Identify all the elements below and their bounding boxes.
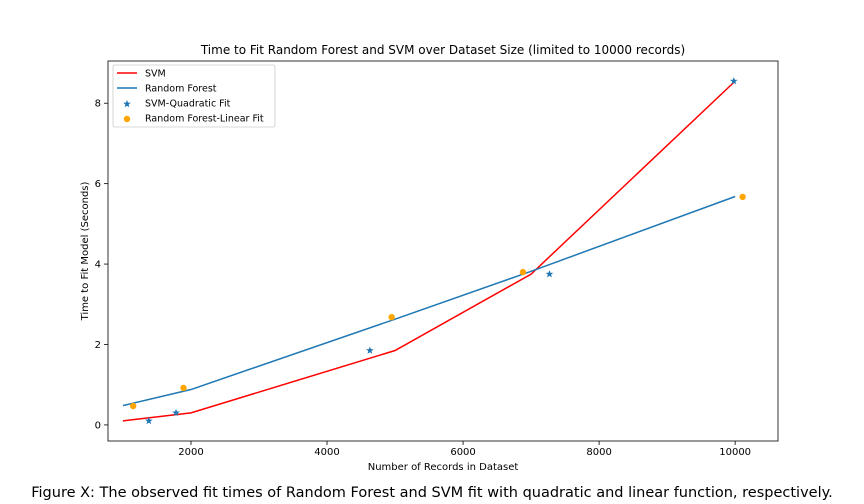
y-tick-label: 2	[95, 340, 101, 351]
scatter-point-2	[729, 77, 738, 85]
x-tick-label: 10000	[719, 447, 751, 458]
x-axis: 2000 4000 6000 8000 10000	[178, 441, 751, 458]
scatter-point-2	[145, 416, 153, 425]
scatter-point-2	[366, 346, 374, 354]
legend-swatch-2	[123, 100, 131, 108]
legend-label-2: SVM-Quadratic Fit	[145, 99, 231, 110]
legend-label-3: Random Forest-Linear Fit	[145, 114, 264, 125]
legend-label-1: Random Forest	[145, 84, 217, 95]
series-line-0	[122, 80, 736, 422]
x-axis-label: Number of Records in Dataset	[368, 462, 519, 473]
y-axis-label: Time to Fit Model (Seconds)	[80, 182, 91, 322]
legend-swatch-3	[123, 115, 131, 123]
legend-box	[112, 64, 276, 128]
x-tick-label: 6000	[450, 447, 475, 458]
x-tick-label: 8000	[586, 447, 611, 458]
figure-caption: Figure X: The observed fit times of Rand…	[31, 485, 833, 501]
y-axis: 0 2 4 6 8	[95, 99, 108, 431]
axes-frame	[107, 60, 779, 442]
series-line-1	[122, 195, 736, 407]
scatter-point-2	[545, 270, 554, 278]
chart: Time to Fit Random Forest and SVM over D…	[80, 43, 779, 473]
x-tick-label: 2000	[178, 447, 203, 458]
chart-title: Time to Fit Random Forest and SVM over D…	[200, 43, 685, 57]
legend-label-0: SVM	[145, 69, 166, 80]
scatter-point-3	[180, 384, 187, 392]
x-tick-label: 4000	[314, 447, 339, 458]
y-tick-label: 6	[95, 179, 101, 190]
scatter-point-3	[519, 268, 527, 276]
y-tick-label: 0	[95, 420, 101, 431]
scatter-point-3	[388, 313, 395, 321]
scatter-point-2	[172, 408, 180, 417]
y-tick-label: 8	[95, 99, 101, 110]
legend: SVM Random Forest SVM-Quadratic Fit Random …	[112, 64, 276, 128]
y-tick-label: 4	[95, 260, 101, 271]
scatter-point-3	[739, 193, 746, 201]
plot-area	[107, 60, 779, 442]
scatter-point-3	[129, 402, 137, 410]
